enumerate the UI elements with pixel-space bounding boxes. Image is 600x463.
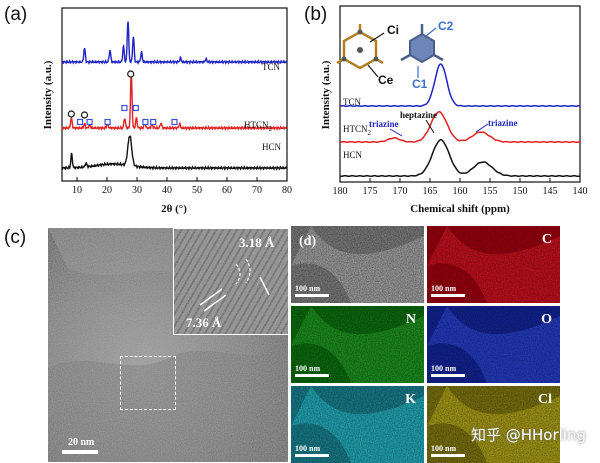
arrow-ci [369, 32, 385, 43]
eds-element-label: C [542, 232, 552, 247]
eds-scalebar-bar [431, 374, 465, 377]
xrd-x-tick-label: 30 [132, 185, 142, 196]
eds-scalebar-bar [431, 294, 465, 297]
annotation-triazine-left: triazine [369, 119, 399, 129]
eds-scalebar-label: 100 nm [295, 364, 320, 373]
xrd-x-tick-label: 10 [72, 185, 82, 196]
eds-map-o: 100 nm O [427, 306, 560, 383]
xrd-marker-circle [127, 70, 135, 78]
xrd-marker-circle [67, 110, 75, 118]
eds-map-grid: 100 nm (d) 100 nm C 100 nm N 100 nm O 100 nm K 100… [291, 226, 600, 463]
eds-scalebar-label: 100 nm [431, 444, 456, 453]
nmr-x-tick-label: 170 [393, 186, 408, 197]
structure-label-ci: Ci [387, 23, 399, 37]
eds-scalebar-label: 100 nm [295, 444, 320, 453]
xrd-marker-square [76, 118, 84, 126]
eds-element-label: O [541, 312, 552, 327]
structure-label-c2: C2 [438, 19, 454, 33]
eds-element-label: Cl [538, 392, 552, 407]
nmr-x-axis-title: Chemical shift (ppm) [410, 203, 510, 215]
xrd-series-line-tcn [61, 21, 288, 66]
nmr-series-label-hcn: HCN [343, 150, 363, 160]
xrd-marker-square [171, 118, 178, 126]
xrd-x-tick-label: 20 [102, 185, 112, 196]
eds-map-cl: 100 nm Cl [427, 386, 560, 463]
xrd-y-axis-title: Intensity (a.u.) [42, 60, 54, 129]
xrd-x-tick-label: 60 [222, 185, 232, 196]
tem-scalebar-bar [62, 450, 98, 454]
nmr-series-line-hcn [339, 138, 581, 178]
tem-inset: 3.18 Å 7.36 Å [173, 228, 288, 335]
nmr-x-tick-label: 155 [483, 186, 498, 197]
xrd-x-tick-label: 50 [192, 185, 202, 196]
panel-label-d: (d) [299, 234, 316, 249]
xrd-series-line-htcn2 [61, 71, 287, 131]
nmr-x-tick-label: 140 [573, 186, 588, 197]
xrd-marker-square [121, 104, 128, 112]
eds-element-label: N [406, 312, 416, 327]
watermark: 知乎 @HHorling [470, 426, 586, 444]
nmr-x-tick-label: 160 [453, 186, 468, 197]
annotation-triazine-right-arrow [475, 123, 489, 133]
eds-map-n: 100 nm N [291, 306, 424, 383]
triazine-structure-icon [400, 24, 444, 64]
nmr-plot-frame [339, 5, 581, 183]
xrd-chart: 10 20 30 40 50 60 70 80 TCN HTCN2 HCN Intensity… [42, 7, 292, 215]
xrd-series-line-hcn [61, 135, 288, 172]
eds-scalebar-bar [295, 294, 329, 297]
eds-scalebar-bar [295, 454, 329, 457]
nmr-x-tick-label: 150 [513, 186, 528, 197]
xrd-x-tick-label: 70 [252, 185, 262, 196]
xrd-x-axis-title: 2θ (°) [161, 203, 187, 215]
xrd-marker-square [104, 118, 111, 126]
annotation-heptazine-arrow [425, 119, 435, 134]
eds-scalebar-bar [431, 454, 465, 457]
eds-element-label: K [405, 392, 416, 407]
arrow-ce [367, 64, 379, 78]
nmr-series-label-htcn: HTCN2 [343, 124, 372, 137]
eds-scalebar-label: 100 nm [431, 364, 456, 373]
annotation-heptazine: heptazine [400, 110, 437, 120]
annotation-triazine-left-arrow [389, 128, 403, 137]
panel-label-c: (c) [4, 227, 27, 248]
nmr-series-line-tcn [339, 63, 581, 108]
xrd-x-tick-label: 80 [282, 185, 292, 196]
annotation-triazine-right: triazine [488, 118, 518, 128]
nmr-x-tick-label: 145 [543, 186, 558, 197]
xrd-series-label-tcn: TCN [262, 62, 281, 72]
eds-scalebar-bar [295, 374, 329, 377]
structure-label-c1: C1 [412, 77, 428, 91]
tem-image: 20 nm 3.18 Å 7.36 Å [48, 228, 288, 462]
nmr-x-tick-label: 180 [333, 186, 348, 197]
panel-label-a: (a) [4, 4, 28, 25]
tem-scalebar-label: 20 nm [68, 437, 95, 448]
eds-map-c: 100 nm C [427, 226, 560, 303]
xrd-marker-circle [80, 111, 89, 119]
nmr-x-tick-label: 175 [363, 186, 378, 197]
xrd-x-tick-label: 40 [162, 185, 172, 196]
xrd-series-label-hcn: HCN [262, 142, 282, 152]
tem-inset-spacing-1: 3.18 Å [239, 235, 275, 250]
xrd-series-label-htcn: HTCN2 [244, 120, 273, 133]
tem-inset-spacing-2: 7.36 Å [186, 315, 222, 330]
panel-label-b: (b) [304, 4, 328, 25]
eds-scalebar-label: 100 nm [295, 284, 320, 293]
eds-map-dark-field: 100 nm (d) [291, 226, 424, 303]
structure-label-ce: Ce [378, 73, 394, 87]
tem-selection-box [120, 356, 176, 410]
xrd-marker-square [86, 118, 93, 126]
heptazine-structure-icon [336, 24, 384, 70]
nmr-series-line-htcn2 [340, 111, 581, 144]
xrd-marker-square [132, 104, 139, 112]
eds-scalebar-label: 100 nm [431, 284, 456, 293]
eds-map-k: 100 nm K [291, 386, 424, 463]
arrow-c2 [425, 27, 437, 37]
xrd-marker-square [142, 118, 149, 126]
xrd-plot-frame [61, 7, 288, 182]
xrd-marker-square [150, 118, 157, 126]
nmr-y-axis-title: Intensity (a.u.) [320, 60, 332, 129]
nmr-series-label-tcn: TCN [343, 97, 362, 107]
nmr-x-tick-label: 165 [423, 186, 438, 197]
